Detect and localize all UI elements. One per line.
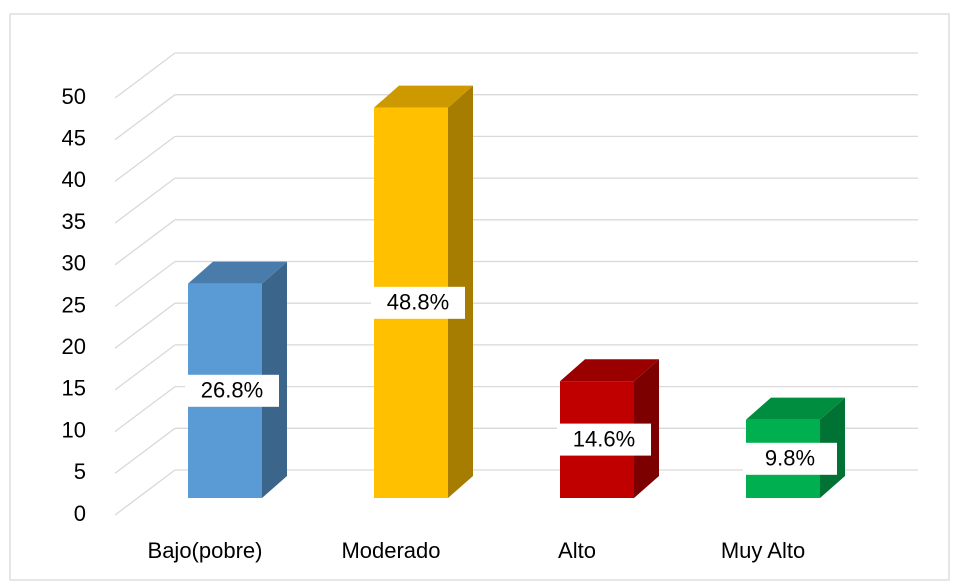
y-tick-label: 40 <box>62 167 86 192</box>
value-label-box <box>185 374 279 407</box>
value-label-box <box>743 442 837 475</box>
x-tick-label: Alto <box>558 538 596 563</box>
bar-top <box>560 359 659 382</box>
x-tick-label: Moderado <box>341 538 440 563</box>
grid-line <box>114 302 176 349</box>
grid-line <box>114 94 176 141</box>
value-label: 48.8% <box>387 290 449 315</box>
grid-line <box>114 135 176 182</box>
grid-line <box>114 469 176 516</box>
x-tick-label: Muy Alto <box>721 538 805 563</box>
bar-top <box>746 397 845 420</box>
value-label-box <box>557 423 651 456</box>
y-tick-label: 30 <box>62 251 86 276</box>
bar-top <box>374 85 473 108</box>
y-tick-label: 50 <box>62 84 86 109</box>
y-tick-label: 15 <box>62 376 86 401</box>
value-label-box <box>371 286 465 319</box>
y-tick-label: 45 <box>62 126 86 151</box>
y-tick-label: 10 <box>62 417 86 442</box>
grid-line <box>114 427 176 474</box>
grid-line <box>114 344 176 391</box>
grid-line <box>114 386 176 433</box>
y-tick-label: 0 <box>74 501 86 526</box>
grid-line <box>114 52 176 99</box>
y-tick-label: 5 <box>74 459 86 484</box>
value-label: 14.6% <box>573 426 635 451</box>
x-tick-label: Bajo(pobre) <box>148 538 263 563</box>
bar-top <box>188 261 287 284</box>
value-label: 26.8% <box>201 378 263 403</box>
y-tick-label: 20 <box>62 334 86 359</box>
grid-line <box>114 177 176 224</box>
grid-line <box>114 260 176 308</box>
value-label: 9.8% <box>765 446 815 471</box>
grid-line <box>114 219 176 266</box>
y-tick-label: 35 <box>62 209 86 234</box>
y-tick-label: 25 <box>62 292 86 317</box>
